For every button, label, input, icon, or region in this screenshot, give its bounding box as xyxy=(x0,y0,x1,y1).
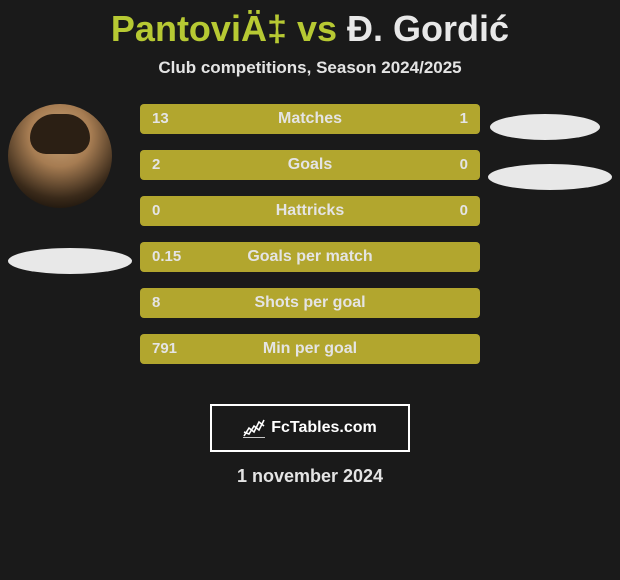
comparison-title: PantoviÄ‡ vs Đ. Gordić xyxy=(0,0,620,50)
player1-name: PantoviÄ‡ xyxy=(111,8,287,49)
stat-label: Min per goal xyxy=(140,334,480,364)
stat-bars: Matches131Goals20Hattricks00Goals per ma… xyxy=(140,104,480,380)
stat-value-left: 0.15 xyxy=(152,242,181,272)
fctables-logo[interactable]: FcTables.com xyxy=(210,404,410,452)
stat-value-left: 8 xyxy=(152,288,160,318)
stat-label: Hattricks xyxy=(140,196,480,226)
player2-name: Đ. Gordić xyxy=(347,8,509,49)
stat-value-right: 0 xyxy=(460,196,468,226)
stat-row: Goals per match0.15 xyxy=(140,242,480,272)
stat-label: Goals xyxy=(140,150,480,180)
stat-label: Matches xyxy=(140,104,480,134)
stat-row: Hattricks0 0 xyxy=(140,196,480,226)
stat-value-left: 13 xyxy=(152,104,169,134)
chart-icon xyxy=(243,418,265,438)
player2-club-badge xyxy=(488,164,612,190)
stat-row: Min per goal791 xyxy=(140,334,480,364)
stat-label: Goals per match xyxy=(140,242,480,272)
stat-value-right: 1 xyxy=(460,104,468,134)
stat-value-left: 2 xyxy=(152,150,160,180)
subtitle: Club competitions, Season 2024/2025 xyxy=(0,58,620,78)
stat-row: Shots per goal8 xyxy=(140,288,480,318)
stat-value-right: 0 xyxy=(460,150,468,180)
stat-label: Shots per goal xyxy=(140,288,480,318)
stat-value-left: 0 xyxy=(152,196,160,226)
stat-value-left: 791 xyxy=(152,334,177,364)
vs-label: vs xyxy=(297,8,337,49)
snapshot-date: 1 november 2024 xyxy=(0,466,620,487)
stats-area: Matches131Goals20Hattricks00Goals per ma… xyxy=(0,114,620,394)
player1-club-badge xyxy=(8,248,132,274)
player2-avatar-placeholder xyxy=(490,114,600,140)
player1-avatar xyxy=(8,104,112,208)
stat-row: Matches13 1 xyxy=(140,104,480,134)
logo-text: FcTables.com xyxy=(271,419,377,437)
stat-row: Goals2 0 xyxy=(140,150,480,180)
